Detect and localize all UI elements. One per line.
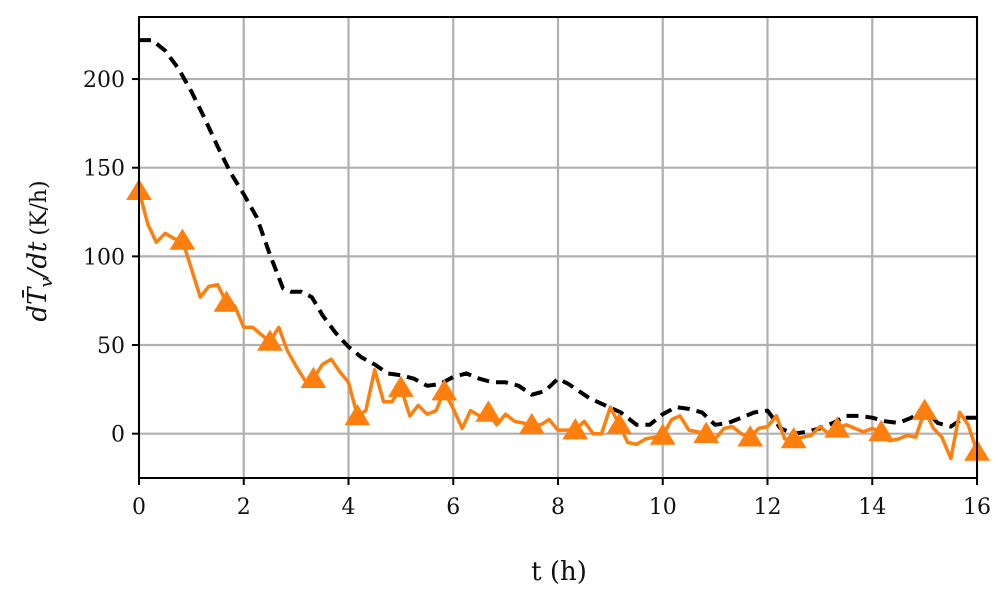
- y-tick-label: 50: [97, 334, 125, 359]
- x-axis-ticks: 0 2 4 6 8 10 12 14 16: [132, 478, 991, 520]
- series-2-marker: [868, 419, 895, 442]
- series-2-marker: [387, 375, 414, 397]
- y-tick-label: 100: [83, 245, 125, 270]
- grid-lines: [137, 17, 979, 478]
- y-axis-label-subscript: v: [36, 277, 57, 287]
- x-tick-label: 8: [551, 495, 565, 520]
- y-axis-label: dT̄v/dt (K/h): [21, 180, 57, 321]
- y-axis-label-unit: (K/h): [27, 180, 52, 235]
- y-axis-label-main: dT̄: [21, 286, 53, 322]
- x-tick-label: 12: [754, 495, 782, 520]
- x-tick-label: 2: [237, 495, 251, 520]
- series-2-marker: [911, 398, 938, 420]
- series-2-marker: [780, 427, 807, 449]
- series-2-marker: [649, 423, 676, 445]
- series-layer: [126, 38, 990, 461]
- series-2-marker: [300, 366, 327, 389]
- x-tick-label: 14: [858, 495, 886, 520]
- series-2-marker: [562, 418, 589, 440]
- y-axis-ticks: 0 50 100 150 200: [83, 68, 139, 448]
- x-tick-label: 16: [963, 495, 991, 520]
- x-tick-label: 10: [649, 495, 677, 520]
- x-tick-label: 4: [342, 495, 356, 520]
- series-2-marker: [169, 228, 196, 250]
- series-2-marker: [213, 290, 240, 312]
- x-tick-label: 6: [446, 495, 460, 520]
- series-2-marker: [431, 379, 458, 401]
- series-2-marker: [475, 400, 502, 422]
- series-2-marker: [518, 412, 545, 435]
- x-axis-label: t (h): [531, 557, 587, 587]
- y-axis-label-tail: /dt: [23, 241, 53, 280]
- series-2-marker: [824, 416, 851, 438]
- series-2-marker: [737, 425, 764, 447]
- series-2-marker: [344, 403, 371, 426]
- series-2-marker: [693, 421, 720, 443]
- series-2-marker: [606, 412, 633, 435]
- series-2-marker: [257, 329, 283, 351]
- y-tick-label: 0: [111, 423, 125, 448]
- y-tick-label: 200: [83, 68, 125, 93]
- x-tick-label: 0: [132, 495, 146, 520]
- y-tick-label: 150: [83, 157, 125, 182]
